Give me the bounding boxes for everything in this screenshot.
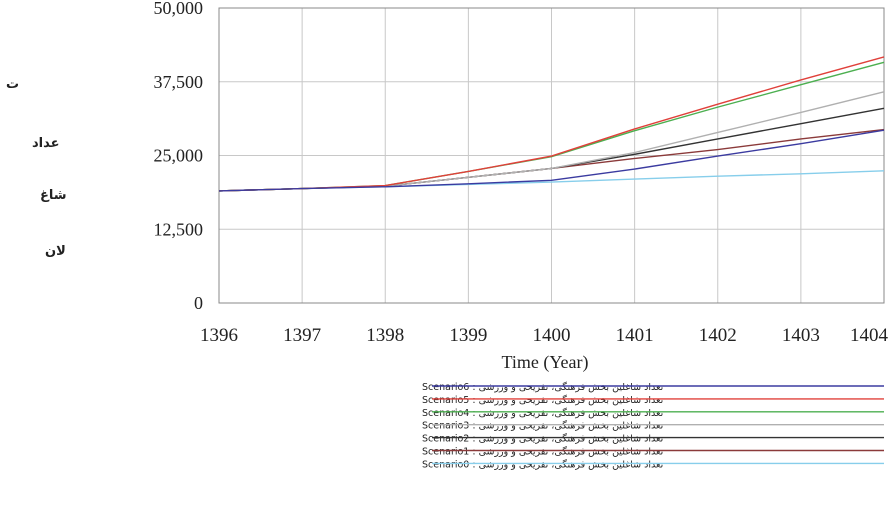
x-tick-label: 1403 xyxy=(782,325,820,346)
x-tick-label: 1396 xyxy=(200,325,238,346)
series-line xyxy=(218,129,885,192)
legend-label: تعداد شاغلین بخش فرهنگی، تفریحی و ورزشی … xyxy=(422,433,664,445)
y-tick-label: 50,000 xyxy=(154,0,204,18)
x-tick-label: 1402 xyxy=(699,325,737,346)
y-tick-label: 0 xyxy=(194,293,203,313)
y-tick-label: 12,500 xyxy=(154,219,204,239)
x-tick-label: 1400 xyxy=(533,325,571,346)
y-axis-ticks: 0 12,500 25,000 37,500 50,000 xyxy=(154,0,204,313)
y-tick-label: 37,500 xyxy=(154,72,204,92)
x-axis-ticks: 1396 1397 1398 1399 1400 1401 1402 1403 1404 xyxy=(200,325,889,346)
y-axis-label-fragment: شاغ xyxy=(40,188,67,203)
x-tick-label: 1399 xyxy=(449,325,487,346)
legend-label: تعداد شاغلین بخش فرهنگی، تفریحی و ورزشی … xyxy=(422,458,664,470)
legend: تعداد شاغلین بخش فرهنگی، تفریحی و ورزشی … xyxy=(422,381,884,470)
legend-label: تعداد شاغلین بخش فرهنگی، تفریحی و ورزشی … xyxy=(422,394,664,406)
y-tick-label: 25,000 xyxy=(154,146,204,166)
x-tick-label: 1397 xyxy=(283,325,321,346)
y-axis-label-fragment: ت xyxy=(6,77,20,92)
x-tick-label: 1404 xyxy=(850,325,889,346)
legend-label: تعداد شاغلین بخش فرهنگی، تفریحی و ورزشی … xyxy=(422,446,664,458)
legend-label: تعداد شاغلین بخش فرهنگی، تفریحی و ورزشی … xyxy=(422,407,664,419)
plot-area xyxy=(218,7,885,304)
legend-label: تعداد شاغلین بخش فرهنگی، تفریحی و ورزشی … xyxy=(422,381,664,393)
x-tick-label: 1401 xyxy=(616,325,654,346)
y-axis-label-fragment: لان xyxy=(45,244,66,259)
x-axis-title: Time (Year) xyxy=(501,352,588,373)
x-tick-label: 1398 xyxy=(366,325,404,346)
y-axis-label-fragment: عداد xyxy=(32,136,60,151)
series-group xyxy=(218,56,885,192)
legend-label: تعداد شاغلین بخش فرهنگی، تفریحی و ورزشی … xyxy=(422,420,664,432)
